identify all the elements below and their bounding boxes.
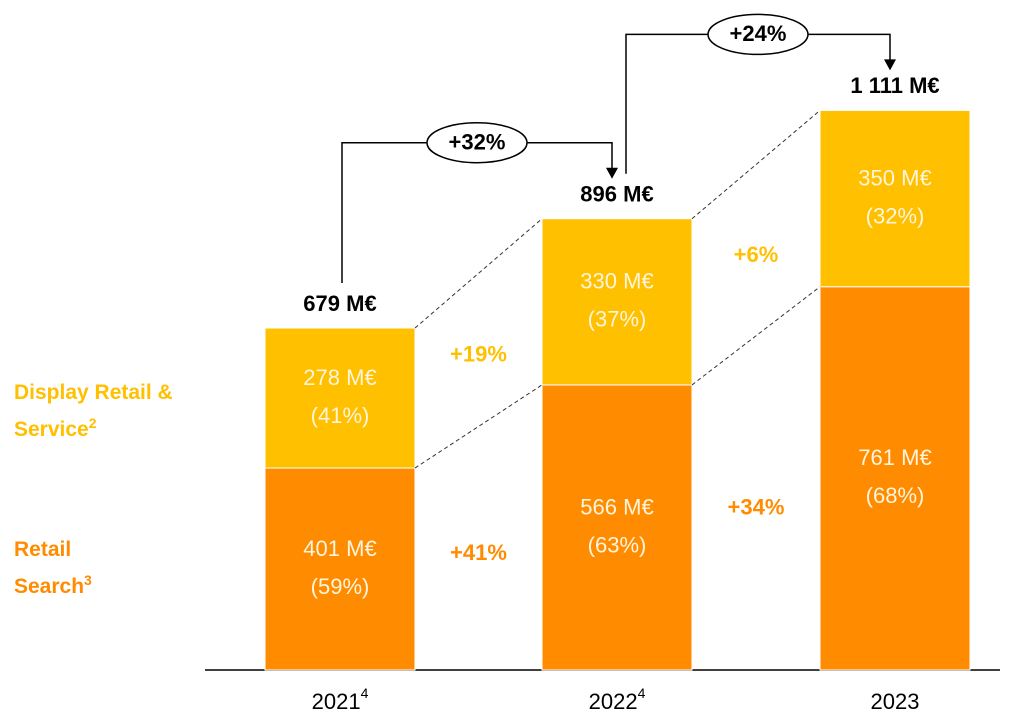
x-tick-label: 2023	[871, 689, 920, 714]
value-label: 761 M€	[858, 445, 931, 470]
bar-segment	[819, 286, 971, 671]
arrow-head	[884, 59, 896, 71]
value-label: 350 M€	[858, 165, 931, 190]
legend-entry: Retail Search3	[14, 531, 134, 605]
category-note: 4	[638, 685, 646, 701]
value-label: 401 M€	[303, 536, 376, 561]
value-label: 566 M€	[580, 494, 653, 519]
category-label: 2021	[312, 689, 361, 714]
x-tick-label: 20214	[312, 685, 369, 714]
connector	[414, 218, 543, 329]
total-growth-label: +24%	[730, 21, 787, 46]
legend-label: Display Retail & Service	[14, 381, 173, 441]
legend-entry: Display Retail & Service2	[14, 374, 229, 448]
bar-segment	[264, 327, 416, 469]
legend-note: 3	[84, 572, 92, 588]
bar-segment	[541, 218, 693, 386]
legend-note: 2	[88, 415, 97, 431]
growth-label: +6%	[734, 242, 779, 267]
value-label: 278 M€	[303, 365, 376, 390]
bar-segment	[264, 467, 416, 671]
connector	[691, 286, 821, 386]
legend-label: Retail Search	[14, 538, 85, 598]
share-label: (41%)	[311, 403, 370, 428]
growth-label: +19%	[450, 342, 507, 367]
category-label: 2023	[871, 689, 920, 714]
growth-ellipse	[707, 13, 809, 56]
growth-ellipse	[426, 121, 528, 164]
growth-label: +34%	[728, 495, 785, 520]
connector	[414, 384, 543, 469]
value-label: 330 M€	[580, 269, 653, 294]
total-label: 1 111 M€	[850, 73, 939, 98]
share-label: (59%)	[311, 574, 370, 599]
bar-segment	[819, 109, 971, 288]
total-label: 679 M€	[303, 291, 376, 316]
category-label: 2022	[589, 689, 638, 714]
total-label: 896 M€	[580, 182, 653, 207]
connector	[691, 110, 821, 220]
x-tick-label: 20224	[589, 685, 646, 714]
share-label: (63%)	[588, 532, 647, 557]
bar-segment	[541, 384, 693, 671]
arrow-head	[606, 167, 618, 179]
share-label: (37%)	[588, 307, 647, 332]
total-growth-label: +32%	[449, 130, 506, 155]
share-label: (32%)	[866, 203, 925, 228]
category-note: 4	[361, 685, 369, 701]
share-label: (68%)	[866, 483, 925, 508]
growth-label: +41%	[450, 540, 507, 565]
